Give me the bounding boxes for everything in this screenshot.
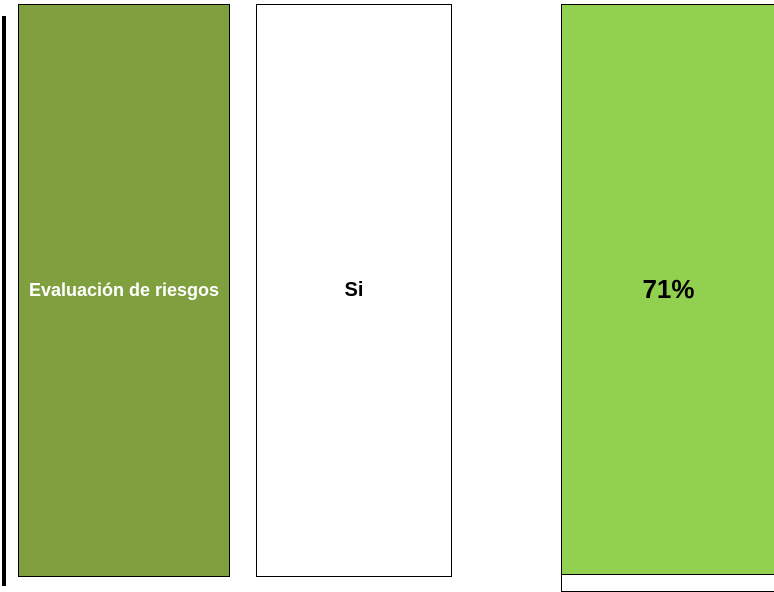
percentage-cell: 71% — [561, 4, 774, 575]
answer-label: Si — [344, 279, 364, 301]
category-label: Evaluación de riesgos — [28, 280, 220, 300]
category-cell: Evaluación de riesgos — [18, 4, 230, 577]
left-border-rule — [2, 16, 6, 586]
percentage-label: 71% — [642, 274, 695, 304]
answer-cell: Si — [256, 4, 452, 577]
percentage-cell-footer — [561, 574, 774, 592]
